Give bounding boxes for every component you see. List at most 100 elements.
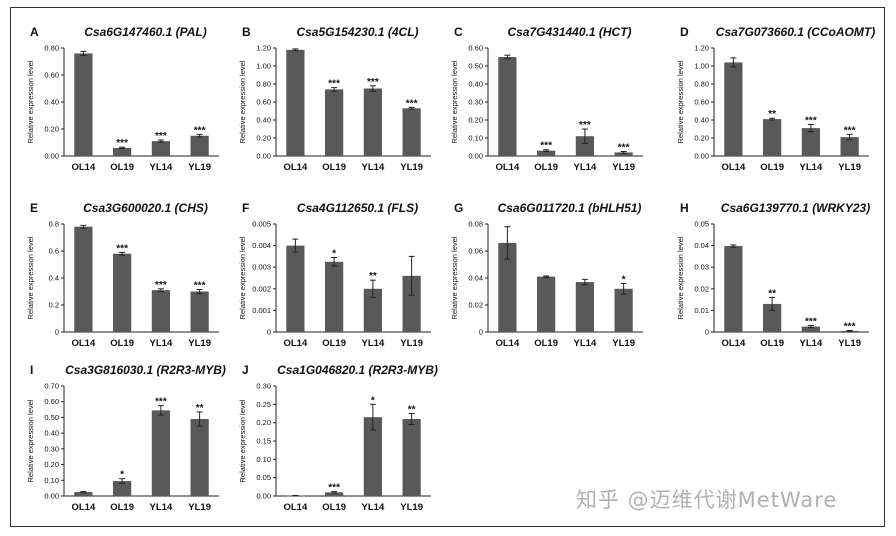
panel-d-ytick-label: 0.00 [694,152,709,161]
panel-c-title: Csa7G431440.1 (HCT) [507,25,631,39]
panel-h-xtick-label: YL19 [838,338,861,349]
panel-g-ytick-label: 0 [479,328,483,337]
panel-b-title: Csa5G154230.1 (4CL) [296,25,418,39]
panel-f-ytick-label: 0.002 [252,284,271,293]
panel-e-significance: *** [116,243,128,254]
panel-g-bar [575,282,594,332]
panel-i-ytick-label: 0.10 [44,476,59,485]
panel-j-ylabel: Relative expression level [238,399,247,482]
panel-d-bar [763,119,782,156]
panel-b-letter: B [242,25,251,39]
panel-j-xtick-label: OL14 [283,502,307,513]
panel-a-xtick-label: YL14 [150,162,173,173]
panel-b-ytick-label: 1.00 [256,62,271,71]
panel-b-significance: *** [328,79,340,90]
panel-a-title: Csa6G147460.1 (PAL) [84,25,207,39]
panel-f-significance: ** [369,271,377,282]
panel-i-xtick-label: YL19 [188,502,211,513]
panel-e-significance: *** [194,280,206,291]
panel-h-ytick-label: 0.02 [694,284,709,293]
panel-i-significance: *** [155,397,167,408]
panel-d-ytick-label: 0.80 [694,80,709,89]
panel-c-ytick-label: 0.20 [468,116,483,125]
panel-i-ytick-label: 0.70 [44,382,59,391]
panel-b-ytick-label: 0.20 [256,134,271,143]
panel-b-xtick-label: YL19 [400,162,423,173]
panel-g-ytick-label: 0.02 [468,301,483,310]
panel-e-bar [190,291,209,332]
panel-f-ytick-label: 0.003 [252,263,271,272]
panel-i-bar [113,481,132,496]
panel-d-bar [801,128,820,156]
panel-b-ytick-label: 0.40 [256,116,271,125]
panel-d-significance: ** [768,109,776,120]
panel-a-significance: *** [194,125,206,136]
panel-h-ytick-label: 0.04 [694,241,709,250]
panel-g-ytick-label: 0.06 [468,247,483,256]
panel-g-letter: G [454,201,463,215]
panel-f-ytick-label: 0.005 [252,220,271,229]
panel-e-xtick-label: OL19 [110,338,134,349]
panel-e-xtick-label: YL14 [150,338,173,349]
panel-a-letter: A [30,25,39,39]
panel-c-ytick-label: 0.50 [468,62,483,71]
panel-f-xtick-label: YL14 [362,338,385,349]
panel-h-ytick-label: 0.05 [694,220,709,229]
panel-b-significance: *** [367,77,379,88]
panel-i-xtick-label: OL14 [71,502,95,513]
panel-i-xtick-label: OL19 [110,502,134,513]
panel-b-ytick-label: 0.00 [256,152,271,161]
panel-c-bar [498,57,517,156]
panel-d-letter: D [680,25,689,39]
panel-j-bar [363,417,382,496]
panel-f-bar [363,288,382,332]
panel-g-significance: * [622,274,626,285]
panel-e-xtick-label: YL19 [188,338,211,349]
panel-a-xtick-label: YL19 [188,162,211,173]
panel-d-xtick-label: YL19 [838,162,861,173]
panel-h-bar [801,326,820,332]
panel-f-title: Csa4G112650.1 (FLS) [297,201,418,215]
panel-d-ylabel: Relative expression level [676,60,685,143]
panel-i-letter: I [30,363,33,377]
panel-j-ytick-label: 0.30 [256,382,271,391]
panel-c-significance: *** [618,143,630,154]
panel-e-ytick-label: 0.8 [49,220,59,229]
panel-h-bar [763,303,782,332]
panel-b-ytick-label: 0.80 [256,80,271,89]
panel-g-title: Csa6G011720.1 (bHLH51) [498,201,642,215]
panel-i-ytick-label: 0.20 [44,460,59,469]
panel-e-significance: *** [155,280,167,291]
panel-e-title: Csa3G600020.1 (CHS) [83,201,208,215]
panel-j-ytick-label: 0.25 [256,400,271,409]
panel-e-ytick-label: 0.4 [49,274,59,283]
panel-e-bar [74,226,93,332]
panel-h-title: Csa6G139770.1 (WRKY23) [721,201,870,215]
panel-j-significance: * [371,395,375,406]
panel-g-bar [537,276,556,332]
panel-d-ytick-label: 1.00 [694,62,709,71]
panel-b-bar [286,49,305,156]
panel-e-bar [113,253,132,332]
panel-j-xtick-label: YL14 [362,502,385,513]
panel-d-xtick-label: OL19 [760,162,784,173]
panel-c-ylabel: Relative expression level [450,60,459,143]
panel-a-ylabel: Relative expression level [26,60,35,143]
panel-f-significance: * [332,248,336,259]
panel-j-bar [402,419,421,496]
panel-d-bar [840,137,859,156]
panel-b-ytick-label: 0.60 [256,98,271,107]
panel-a-xtick-label: OL19 [110,162,134,173]
panel-j-significance: *** [328,483,340,494]
panel-a-bar [190,135,209,156]
panel-h-ylabel: Relative expression level [676,236,685,319]
panel-c-xtick-label: OL14 [495,162,519,173]
panel-e-ylabel: Relative expression level [26,236,35,319]
panel-i-bar [74,492,93,496]
panel-d-bar [724,62,743,156]
panel-b-bar [363,88,382,156]
panel-j-bar [325,492,344,496]
panel-h-xtick-label: YL14 [800,338,823,349]
panel-c-ytick-label: 0.30 [468,98,483,107]
panel-h-significance: *** [805,317,817,328]
